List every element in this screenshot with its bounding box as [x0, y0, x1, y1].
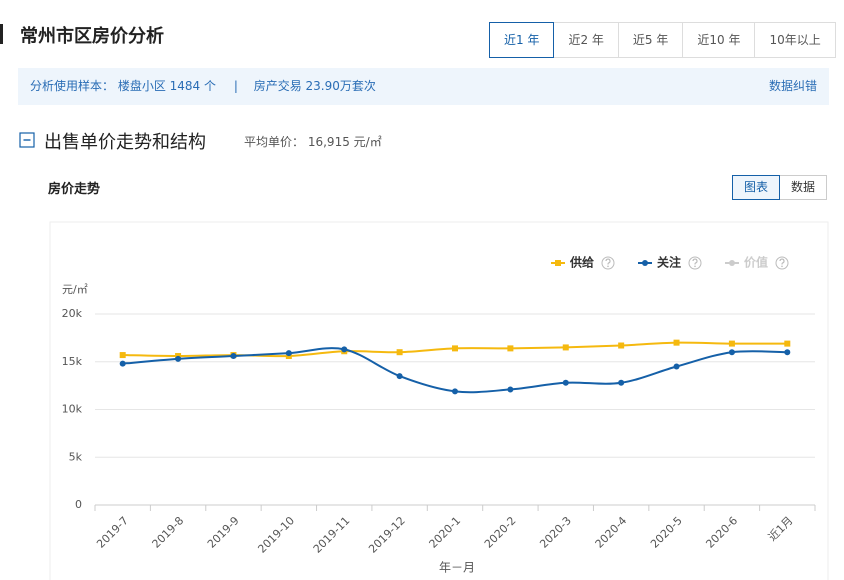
data-point — [562, 344, 569, 351]
correction-link[interactable]: 数据纠错 — [768, 79, 817, 93]
data-point — [230, 353, 237, 360]
data-point — [452, 388, 458, 395]
data-point — [396, 373, 403, 380]
view-buttons: 图表 数据 — [732, 175, 828, 200]
data-point — [784, 340, 791, 347]
help-icon-dot — [781, 265, 783, 268]
view-button[interactable]: 图表 — [732, 175, 781, 200]
data-point — [119, 352, 126, 359]
legend-label: 价值 — [744, 255, 768, 270]
data-point — [618, 342, 625, 349]
data-point — [728, 340, 735, 347]
avg-label: 平均单价： — [244, 135, 305, 149]
x-axis-title: 年－月 — [439, 561, 475, 575]
data-point — [507, 386, 514, 393]
y-tick-label: 15k — [62, 355, 83, 368]
info-sample: 分析使用样本： 楼盘小区 1484 个 — [30, 79, 216, 93]
y-tick-label: 10k — [62, 403, 83, 416]
panel-title: 房价走势 — [48, 182, 101, 197]
help-icon-dot — [607, 265, 609, 268]
y-unit: 元/㎡ — [62, 283, 88, 296]
title-bar — [0, 24, 3, 44]
legend-label: 供给 — [569, 255, 594, 270]
data-point — [175, 355, 182, 362]
data-point — [673, 339, 680, 346]
data-point — [673, 363, 680, 370]
chart-box — [49, 221, 829, 580]
page-title: 常州市区房价分析 — [20, 26, 164, 47]
data-point — [618, 379, 625, 386]
help-icon — [601, 256, 615, 270]
range-tabs: 近1 年近2 年近5 年近10 年 10年以上 — [489, 22, 836, 58]
legend-item[interactable]: 价值 — [725, 255, 789, 270]
data-point — [507, 345, 514, 352]
data-point — [562, 379, 569, 386]
section-title: 出售单价走势和结构 — [44, 132, 206, 153]
legend-item[interactable]: 关注 — [638, 255, 702, 270]
range-tab[interactable]: 近1 年 — [489, 22, 555, 58]
legend-marker — [729, 260, 735, 266]
collapse-icon[interactable] — [19, 132, 35, 148]
data-point — [728, 349, 735, 356]
y-tick-label: 0 — [75, 498, 82, 511]
view-button[interactable]: 数据 — [779, 175, 828, 200]
help-icon — [688, 256, 702, 270]
info-separator: | — [233, 79, 238, 93]
y-tick-label: 5k — [69, 450, 83, 463]
data-point — [396, 349, 403, 356]
avg-value: 16,915 元/㎡ — [307, 135, 382, 149]
avg-price: 平均单价： 16,915 元/㎡ — [244, 133, 382, 150]
y-tick-label: 20k — [62, 307, 83, 320]
legend-marker — [642, 260, 648, 266]
help-icon-dot — [694, 265, 696, 268]
help-icon-mark — [605, 258, 611, 265]
help-icon-mark — [692, 258, 698, 265]
range-tab[interactable]: 近2 年 — [553, 22, 619, 58]
help-icon — [775, 256, 789, 270]
data-point — [119, 360, 126, 367]
range-tab[interactable]: 10年以上 — [754, 22, 836, 58]
range-tab[interactable]: 近10 年 — [682, 22, 756, 58]
legend-label: 关注 — [657, 255, 681, 270]
help-icon-mark — [779, 258, 785, 265]
info-bar: 分析使用样本： 楼盘小区 1484 个 | 房产交易 23.90万套次 数据纠错 — [18, 68, 829, 105]
data-point — [341, 346, 348, 353]
data-point — [452, 345, 458, 352]
data-point — [285, 350, 292, 357]
data-point — [784, 349, 791, 356]
info-trades: 房产交易 23.90万套次 — [253, 79, 376, 93]
legend-item[interactable]: 供给 — [551, 255, 615, 270]
range-tab[interactable]: 近5 年 — [617, 22, 684, 58]
legend-marker — [555, 260, 561, 266]
